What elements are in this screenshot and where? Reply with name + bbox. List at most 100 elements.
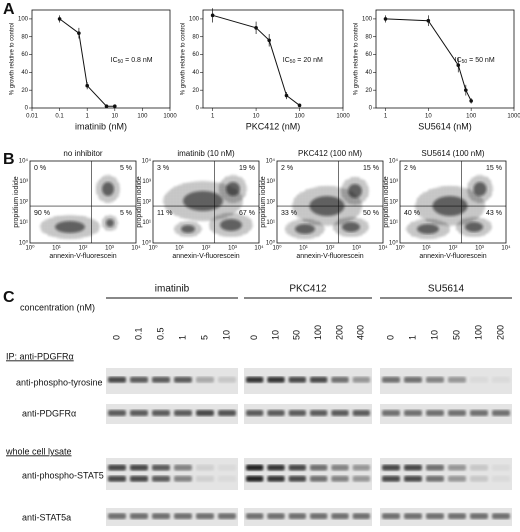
blot-band [492,376,510,383]
data-point [469,99,473,103]
lane-label: 0.5 [155,327,165,340]
x-tick-label: 100 [466,114,477,120]
blot-band [310,464,328,471]
x-tick-label: 1000 [507,114,520,120]
blot-band [426,513,444,520]
blot-strip [106,404,238,424]
flow-plot [163,175,253,237]
blot-band [246,376,264,383]
blot-band [174,513,192,520]
y-tick-label: 10² [266,200,275,206]
blot-strip [244,404,372,424]
quadrant-percent: 33 % [281,210,297,217]
x-axis-label: SU5614 (nM) [418,121,472,131]
blot-band [382,475,400,482]
blot-strip [380,368,512,394]
blot-band [352,475,370,482]
quadrant-percent: 50 % [363,210,379,217]
x-tick-label: 10² [79,246,88,252]
x-axis-label: imatinib (nM) [75,121,127,131]
x-tick-label: 10⁰ [395,245,405,252]
x-tick-label: 10⁰ [272,245,282,252]
blot-band [426,464,444,471]
blot-band [108,410,126,416]
x-tick-label: 10² [449,246,458,252]
blot-band [470,464,488,471]
y-tick-label: 10¹ [266,220,275,226]
x-tick-label: 10⁴ [254,245,264,252]
y-tick-label: 10⁴ [266,158,276,165]
blot-band [310,410,328,416]
blot-band [310,513,328,520]
blot-band [130,475,148,482]
blot-band [267,513,285,520]
annotation-sub: 50 [290,59,296,65]
blot-band [196,464,214,471]
y-tick-label: 60 [192,52,199,58]
lane-label: 10 [221,330,231,340]
plot-frame [399,160,507,244]
y-tick-label: 60 [21,52,28,58]
flow-title: SU5614 (100 nM) [421,149,484,158]
x-tick-label: 100 [295,114,306,120]
x-tick-label: 1000 [163,114,177,120]
blot-band [218,376,236,383]
blot-band [174,464,192,471]
y-tick-label: 80 [192,34,199,40]
quadrant-percent: 15 % [486,165,502,172]
blot-strip [106,508,238,526]
x-tick-label: 10¹ [422,246,431,252]
x-tick-label: 10³ [475,246,484,252]
y-tick-label: 10¹ [19,220,28,226]
annotation-rest: = 20 nM [295,57,323,64]
cell-cloud-core [465,222,483,232]
blot-band [108,475,126,482]
lane-label: 50 [451,330,461,340]
quadrant-percent: 43 % [486,210,502,217]
data-point [210,13,215,18]
blot-band [448,475,466,482]
blot-band [404,376,422,383]
blot-band [196,410,214,416]
row-label: anti-phospho-STAT5 [22,470,104,480]
blot-band [152,475,170,482]
cell-cloud-core [342,222,360,232]
blot-band [288,376,306,383]
x-tick-label: 10⁴ [131,245,141,252]
x-tick-label: 10³ [105,246,114,252]
blot-band [130,376,148,383]
y-tick-label: 0 [369,106,373,112]
plot-frame [29,160,137,244]
blot-band [152,464,170,471]
blot-band [152,376,170,383]
data-point [297,103,302,108]
y-tick-label: 10¹ [389,220,398,226]
fit-curve [59,18,115,107]
x-tick-label: 10¹ [175,246,184,252]
annotation-sub: 50 [462,59,468,65]
flow-plot [406,175,493,239]
y-tick-label: 0 [25,106,29,112]
lane-label: 100 [473,325,483,340]
blot-band [492,464,510,471]
y-tick-label: 10¹ [142,220,151,226]
blot-band [267,464,285,471]
y-tick-label: 10² [142,200,151,206]
data-point [104,104,109,109]
plot-frame [276,160,384,244]
quadrant-percent: 67 % [239,210,255,217]
row-label: anti-STAT5a [22,512,71,522]
blot-band [448,410,466,416]
quadrant-percent: 3 % [157,165,169,172]
annotation: IC50 = 50 nM [455,57,495,65]
quadrant-percent: 2 % [281,165,293,172]
blot-strip [106,368,238,394]
blot-band [218,513,236,520]
blot-band [310,475,328,482]
blot-band [492,410,510,416]
y-tick-label: 20 [192,88,199,94]
blot-band [352,513,370,520]
data-point [254,26,258,30]
y-tick-label: 10⁴ [389,158,399,165]
flow-plot [285,177,369,239]
